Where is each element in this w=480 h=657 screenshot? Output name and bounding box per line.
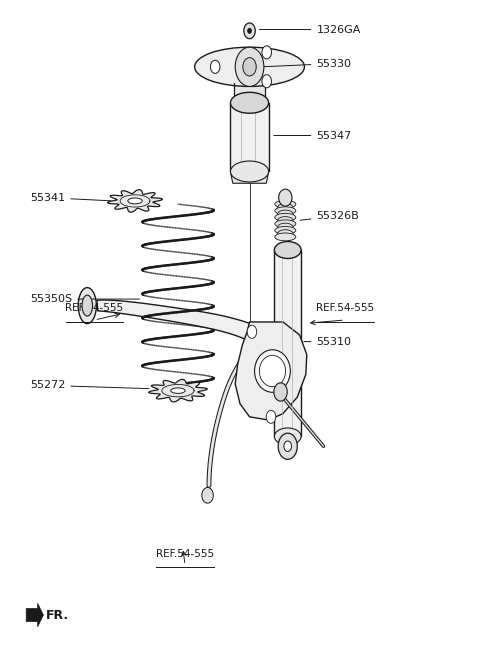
Ellipse shape <box>171 388 185 394</box>
Ellipse shape <box>275 200 296 208</box>
Ellipse shape <box>234 97 265 112</box>
Text: 55310: 55310 <box>304 336 351 347</box>
Text: 55326B: 55326B <box>300 211 359 221</box>
Text: 55350S: 55350S <box>30 294 139 304</box>
Ellipse shape <box>275 214 296 221</box>
Ellipse shape <box>279 189 292 206</box>
Circle shape <box>266 410 276 423</box>
Polygon shape <box>230 171 269 183</box>
Ellipse shape <box>230 93 269 113</box>
Text: REF.54-555: REF.54-555 <box>65 304 123 313</box>
Ellipse shape <box>254 350 290 392</box>
Ellipse shape <box>275 428 301 445</box>
Ellipse shape <box>278 217 293 225</box>
Circle shape <box>274 383 287 401</box>
Ellipse shape <box>275 220 296 228</box>
Ellipse shape <box>275 227 296 235</box>
Circle shape <box>278 433 297 459</box>
Ellipse shape <box>275 242 301 258</box>
Ellipse shape <box>278 204 293 212</box>
Ellipse shape <box>278 230 293 238</box>
Polygon shape <box>275 250 301 436</box>
Circle shape <box>247 325 257 338</box>
Polygon shape <box>108 190 162 212</box>
Polygon shape <box>26 603 43 627</box>
Text: 55341: 55341 <box>30 193 111 202</box>
Polygon shape <box>149 380 207 402</box>
Ellipse shape <box>195 47 304 87</box>
Ellipse shape <box>275 207 296 215</box>
Polygon shape <box>97 300 276 356</box>
Ellipse shape <box>278 223 293 231</box>
Ellipse shape <box>230 161 269 182</box>
Circle shape <box>210 60 220 74</box>
Circle shape <box>235 47 264 87</box>
Text: 55330: 55330 <box>264 58 351 68</box>
Circle shape <box>262 75 272 88</box>
Circle shape <box>248 28 252 34</box>
Ellipse shape <box>82 295 93 316</box>
Ellipse shape <box>78 288 96 324</box>
Ellipse shape <box>259 355 286 387</box>
Circle shape <box>284 441 291 451</box>
Text: 55272: 55272 <box>30 380 149 390</box>
Circle shape <box>244 23 255 39</box>
Text: REF.54-555: REF.54-555 <box>156 549 214 559</box>
Polygon shape <box>230 102 269 171</box>
Text: 1326GA: 1326GA <box>260 24 361 35</box>
Text: REF.54-555: REF.54-555 <box>316 304 374 313</box>
Ellipse shape <box>128 198 142 204</box>
Text: FR.: FR. <box>46 608 70 622</box>
Circle shape <box>243 58 256 76</box>
Text: 55347: 55347 <box>274 131 352 141</box>
Circle shape <box>202 487 213 503</box>
Circle shape <box>262 46 272 59</box>
Ellipse shape <box>278 210 293 218</box>
Ellipse shape <box>275 233 296 241</box>
Polygon shape <box>234 83 265 104</box>
Polygon shape <box>235 322 307 420</box>
